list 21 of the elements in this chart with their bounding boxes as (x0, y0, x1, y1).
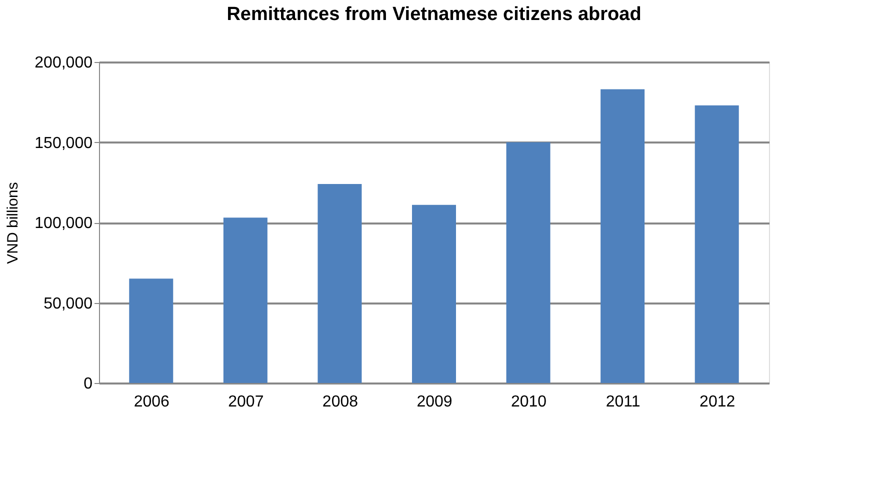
bar (318, 184, 362, 383)
bar (506, 142, 550, 383)
y-tick-label: 150,000 (34, 134, 93, 152)
y-tick-label: 200,000 (34, 54, 93, 72)
y-axis-title: VND billions (4, 182, 22, 264)
y-tick-label: 100,000 (34, 215, 93, 232)
bar (600, 89, 645, 383)
x-tick-label: 2010 (510, 394, 547, 410)
y-tick-label: 50,000 (44, 295, 93, 312)
x-tick-label: 2006 (134, 394, 170, 410)
chart-title: Remittances from Vietnamese citizens abroad (226, 4, 642, 25)
y-tick-label: 0 (84, 376, 93, 392)
bar (412, 204, 456, 383)
x-tick-label: 2008 (322, 394, 358, 410)
x-tick-label: 2007 (228, 394, 264, 410)
bar (223, 218, 268, 383)
x-tick-label: 2012 (700, 394, 736, 410)
bar (694, 105, 739, 383)
x-tick-label: 2009 (416, 394, 452, 410)
bar (129, 278, 174, 383)
x-tick-label: 2011 (606, 394, 640, 410)
